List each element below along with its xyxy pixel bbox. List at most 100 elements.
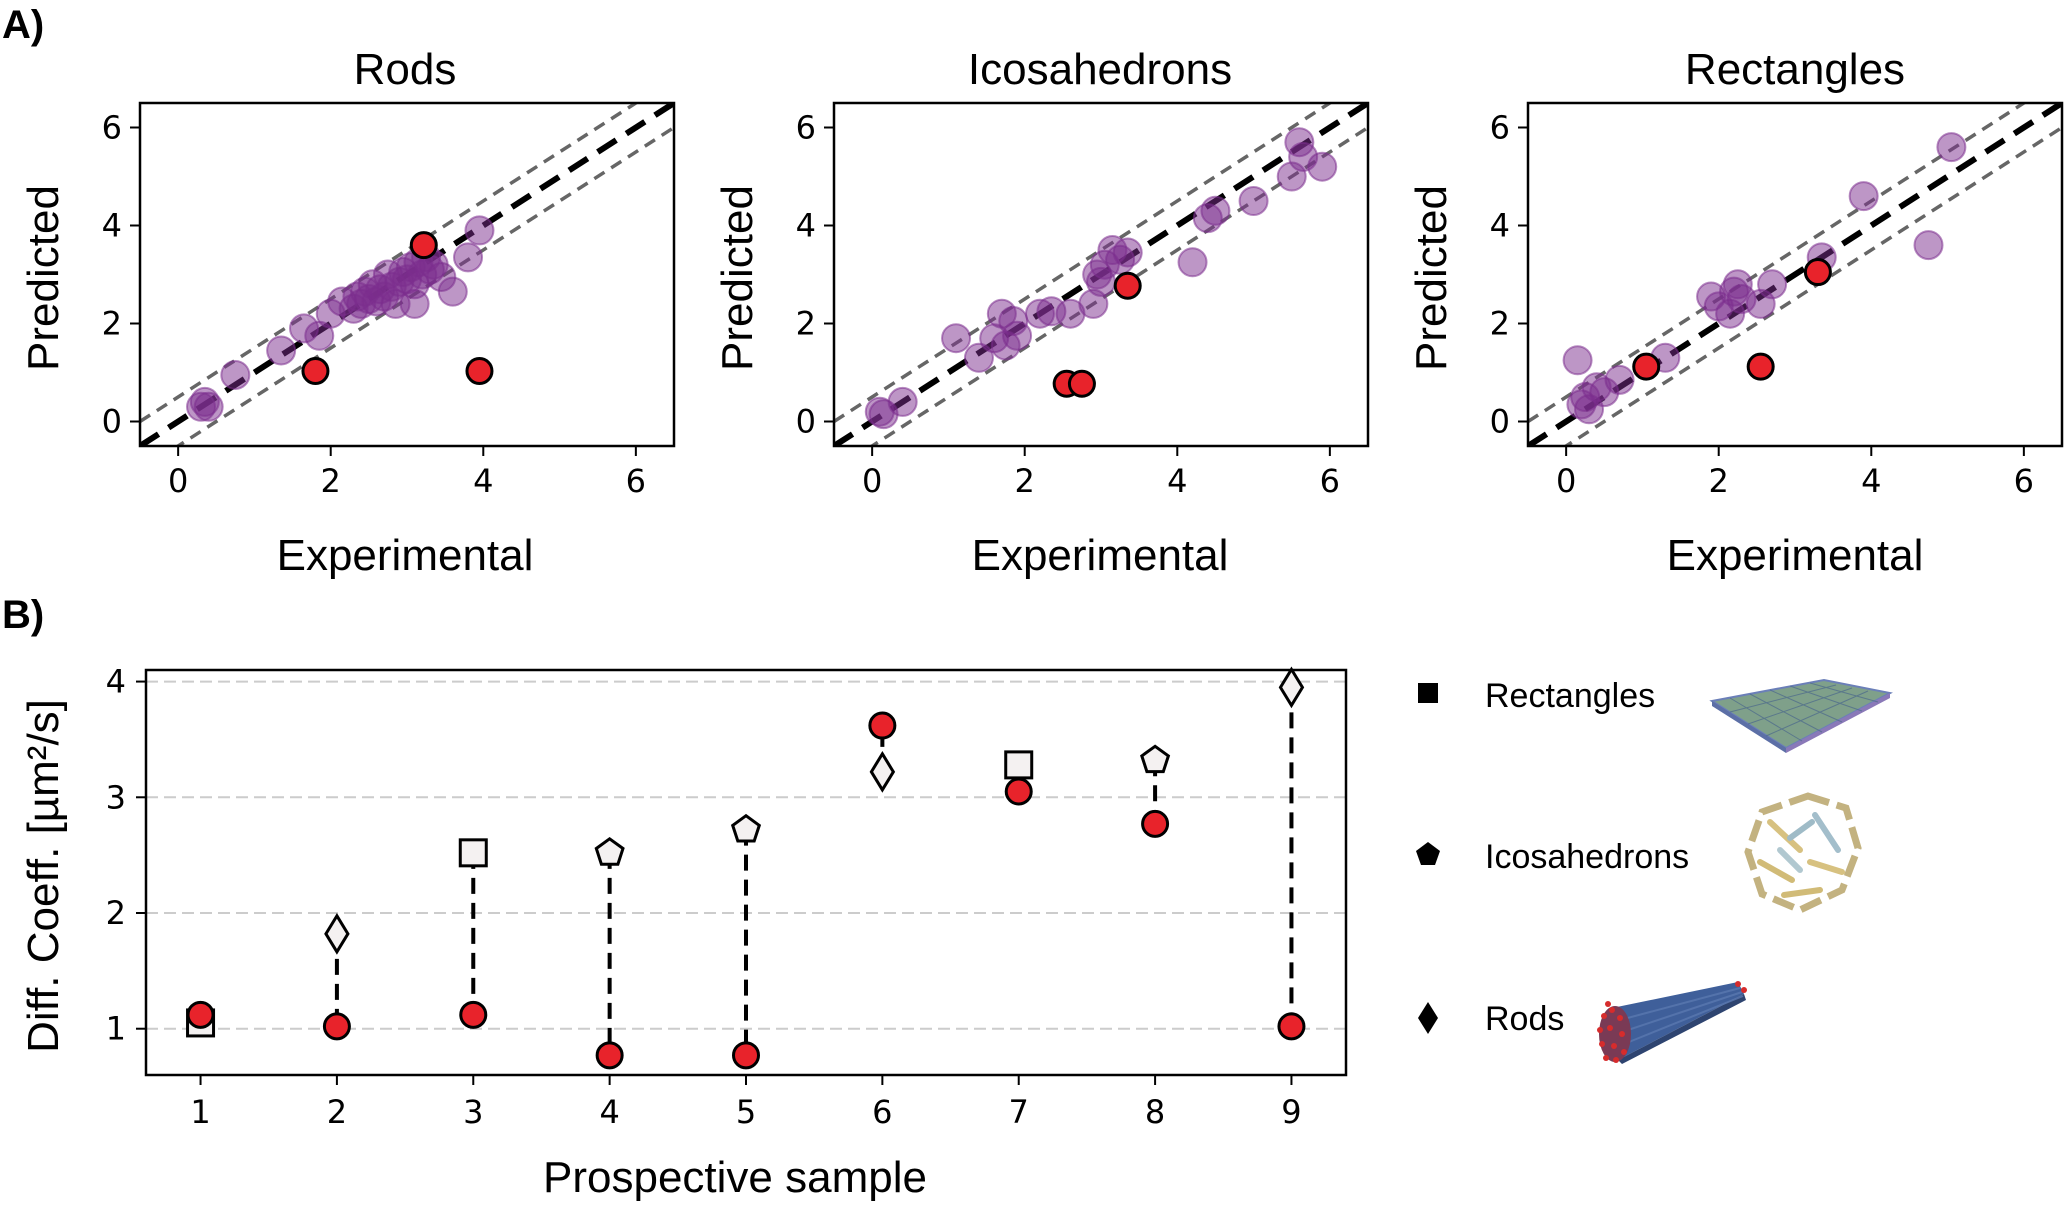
legend-label-rods: Rods xyxy=(1485,1000,1564,1038)
training-point xyxy=(1604,364,1635,395)
rectangles-x-axis-label: Experimental xyxy=(1667,531,1924,580)
x-tick-label: 4 xyxy=(473,462,493,500)
training-point xyxy=(1238,186,1269,216)
shape-legend: Rectangles Icosahedrons xyxy=(1416,677,1893,1064)
y-tick-label: 2 xyxy=(1490,305,1510,343)
rectangles-plot-title: Rectangles xyxy=(1685,45,1905,94)
icosahedrons-x-axis-label: Experimental xyxy=(972,531,1229,580)
rod-bundle-image xyxy=(1597,981,1747,1064)
x-tick-label: 1 xyxy=(190,1093,210,1131)
x-tick-label: 2 xyxy=(1709,462,1729,500)
x-tick-label: 4 xyxy=(1167,462,1187,500)
training-point xyxy=(1200,195,1231,226)
prospective-point xyxy=(1632,352,1661,381)
panel-label-a: A) xyxy=(2,3,44,47)
predicted-diamond-marker xyxy=(324,912,350,955)
training-point xyxy=(1002,320,1033,351)
training-point xyxy=(193,391,224,422)
rods-y-axis-label: Predicted xyxy=(19,185,68,371)
x-tick-label: 7 xyxy=(1009,1093,1029,1131)
experimental-point xyxy=(868,711,897,740)
x-tick-label: 3 xyxy=(463,1093,483,1131)
upper-band-line xyxy=(834,103,1334,423)
rods-plot-title: Rods xyxy=(354,45,457,94)
x-tick-label: 0 xyxy=(168,462,188,500)
rectangles-parity-plot: Rectangles Experimental Predicted 0 2 4 6 0 2… xyxy=(1407,45,2064,580)
panel-label-b: B) xyxy=(2,593,44,637)
predicted-square-marker xyxy=(458,838,488,868)
y-tick-label: 3 xyxy=(106,778,126,816)
y-tick-label: 4 xyxy=(796,207,816,245)
training-point xyxy=(1562,345,1593,376)
prospective-comparison-plot: Prospective sample Diff. Coeff. [µm²/s] … xyxy=(19,663,1348,1202)
x-tick-label: 6 xyxy=(872,1093,892,1131)
training-point xyxy=(464,215,495,246)
training-point xyxy=(963,342,994,373)
y-tick-label: 2 xyxy=(102,305,122,343)
experimental-point xyxy=(595,1041,624,1070)
icosahedrons-y-axis-label: Predicted xyxy=(713,185,762,371)
prospective-point xyxy=(301,357,330,386)
prospective-point xyxy=(409,231,438,260)
legend-marker-icosahedrons xyxy=(1416,842,1440,865)
rods-x-axis-label: Experimental xyxy=(277,531,534,580)
x-tick-label: 2 xyxy=(1015,462,1035,500)
y-tick-label: 2 xyxy=(796,305,816,343)
y-tick-label: 4 xyxy=(102,207,122,245)
x-tick-label: 0 xyxy=(862,462,882,500)
predicted-pentagon-marker xyxy=(594,836,625,866)
training-point xyxy=(399,288,430,319)
predicted-pentagon-marker xyxy=(1140,744,1171,774)
training-point xyxy=(220,359,251,390)
y-tick-label: 4 xyxy=(1490,207,1510,245)
y-tick-label: 2 xyxy=(106,894,126,932)
training-point xyxy=(1936,132,1967,163)
y-tick-label: 6 xyxy=(1490,109,1510,147)
rectangles-y-axis-label: Predicted xyxy=(1407,185,1456,371)
experimental-point xyxy=(1277,1012,1306,1041)
rods-parity-plot: Rods Experimental Predicted 0 2 4 6 0 2 4 6 xyxy=(19,45,676,580)
x-tick-label: 6 xyxy=(626,462,646,500)
predicted-square-marker xyxy=(1004,750,1034,780)
x-tick-label: 6 xyxy=(1320,462,1340,500)
x-tick-label: 4 xyxy=(599,1093,619,1131)
upper-band-line xyxy=(1528,103,2028,423)
prospective-point xyxy=(1803,258,1832,287)
y-tick-label: 6 xyxy=(796,109,816,147)
training-point xyxy=(1307,151,1338,182)
icosahedrons-plot-title: Icosahedrons xyxy=(968,45,1232,94)
prospective-point xyxy=(1113,271,1142,300)
icosahedron-cage-image xyxy=(1744,792,1862,914)
x-tick-label: 9 xyxy=(1281,1093,1301,1131)
x-tick-label: 4 xyxy=(1861,462,1881,500)
training-point xyxy=(1848,181,1879,212)
y-tick-label: 0 xyxy=(1490,403,1510,441)
prospective-point xyxy=(1067,369,1096,398)
experimental-point xyxy=(1141,809,1170,838)
experimental-point xyxy=(322,1012,351,1041)
x-tick-label: 0 xyxy=(1556,462,1576,500)
y-tick-label: 0 xyxy=(796,403,816,441)
prospective-point xyxy=(465,357,494,386)
predicted-diamond-marker xyxy=(869,750,896,793)
rectangle-sheet-image xyxy=(1709,678,1893,753)
prospective-point xyxy=(1746,352,1775,381)
lower-band-line xyxy=(868,126,1368,446)
prospective-x-axis-label: Prospective sample xyxy=(543,1153,927,1202)
x-tick-label: 8 xyxy=(1145,1093,1165,1131)
plot-area xyxy=(1528,103,2062,446)
y-tick-label: 6 xyxy=(102,109,122,147)
training-point xyxy=(453,242,484,273)
plot-area xyxy=(140,103,674,446)
legend-marker-rods xyxy=(1418,1002,1438,1034)
training-point xyxy=(266,335,297,366)
x-tick-label: 6 xyxy=(2014,462,2034,500)
plot-frame xyxy=(138,101,676,448)
y-tick-label: 1 xyxy=(106,1010,126,1048)
lower-band-line xyxy=(1562,126,2062,446)
x-tick-label: 2 xyxy=(321,462,341,500)
lower-band-line xyxy=(174,126,674,446)
training-point xyxy=(1112,237,1143,268)
x-tick-label: 5 xyxy=(736,1093,756,1131)
